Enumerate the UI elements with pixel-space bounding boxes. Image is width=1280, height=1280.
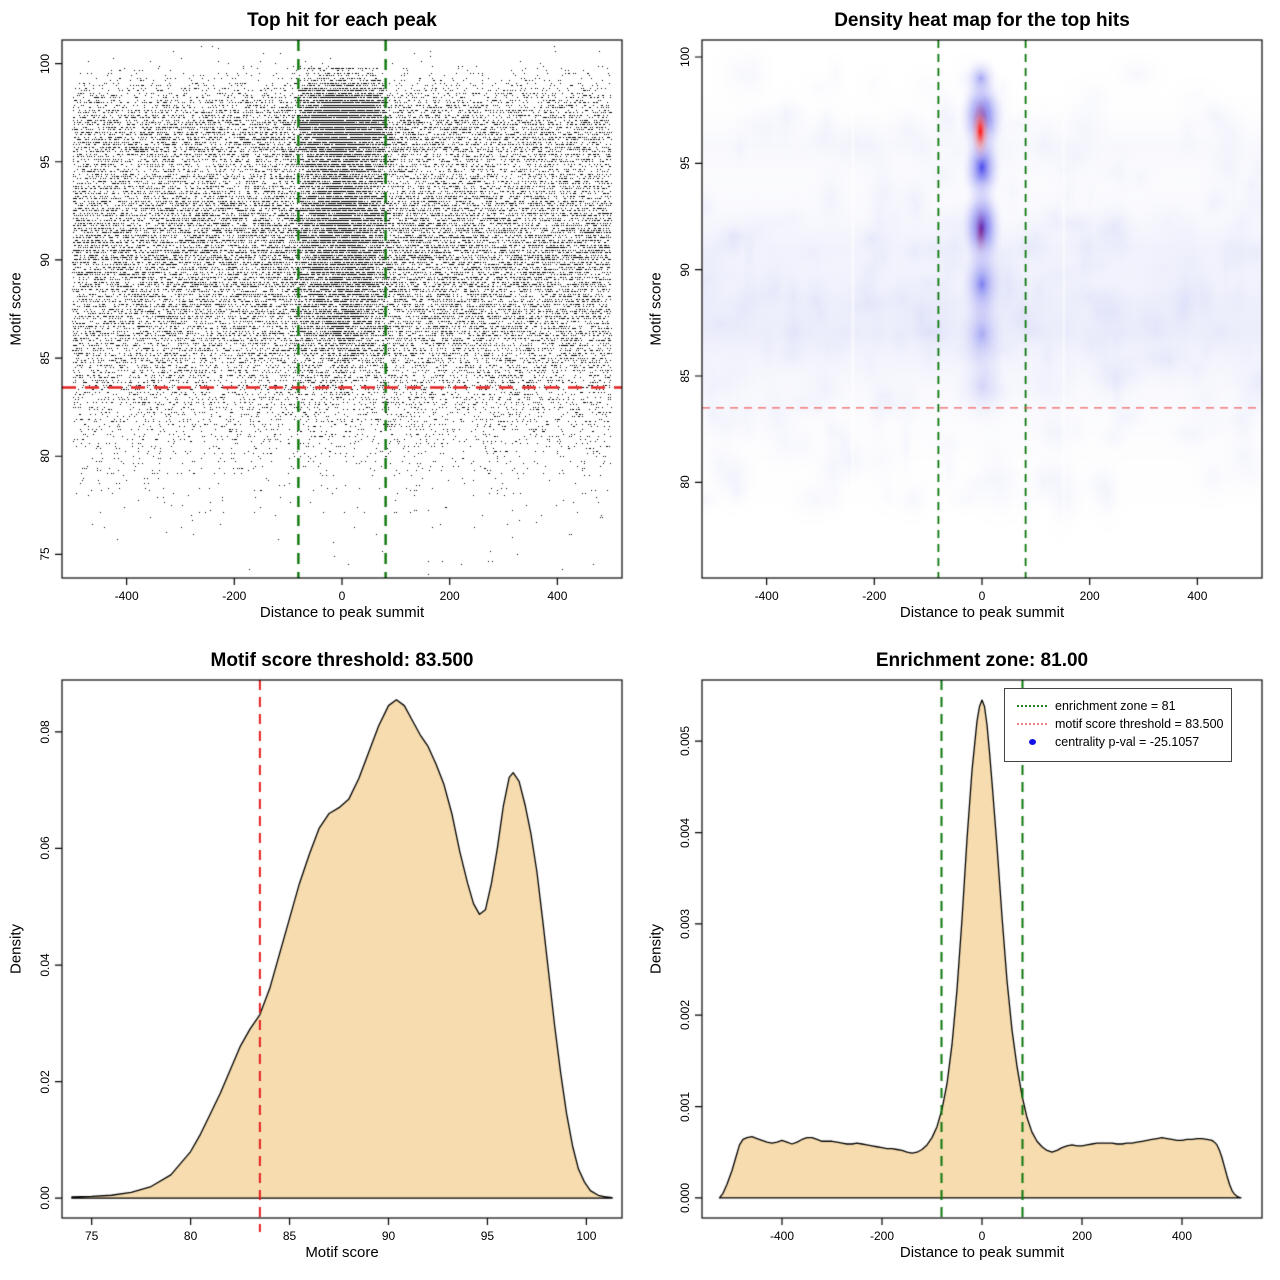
y-tick-label: 95 xyxy=(38,155,52,169)
x-tick-label: 90 xyxy=(381,1229,396,1243)
y-tick-label: 85 xyxy=(678,369,692,383)
x-tick-label: -200 xyxy=(869,1229,895,1243)
legend-entry-enrichment-zone: enrichment zone = 81 xyxy=(1015,697,1231,715)
x-tick-label: 75 xyxy=(84,1229,99,1243)
y-tick-label: 100 xyxy=(678,46,692,68)
green-dotted-line-icon xyxy=(1015,705,1049,707)
y-tick-label: 80 xyxy=(678,475,692,489)
x-axis-label: Distance to peak summit xyxy=(259,604,425,621)
y-tick-label: 90 xyxy=(678,262,692,277)
x-tick-label: 400 xyxy=(1187,589,1208,603)
density-plot-canvas xyxy=(0,640,640,1280)
x-tick-label: -400 xyxy=(754,589,779,603)
scatter-plot-canvas xyxy=(0,0,640,640)
y-tick-label: 0.004 xyxy=(678,817,692,848)
y-tick-label: 90 xyxy=(38,253,52,267)
legend-label: centrality p-val = -25.1057 xyxy=(1055,735,1200,749)
x-tick-label: -200 xyxy=(862,589,887,603)
y-tick-label: 0.003 xyxy=(678,908,692,939)
legend-label: enrichment zone = 81 xyxy=(1055,699,1176,713)
x-tick-label: 200 xyxy=(1071,1229,1093,1243)
x-tick-label: 400 xyxy=(547,589,568,603)
y-tick-label: 0.00 xyxy=(38,1186,52,1210)
x-axis-label: Distance to peak summit xyxy=(899,1244,1065,1261)
blue-dot-icon xyxy=(1015,739,1049,745)
legend-entry-centrality-pval: centrality p-val = -25.1057 xyxy=(1015,733,1231,751)
y-tick-label: 100 xyxy=(38,53,52,74)
y-tick-label: 0.002 xyxy=(678,1000,692,1031)
y-tick-label: 85 xyxy=(38,351,52,365)
x-tick-label: 100 xyxy=(576,1229,597,1243)
x-axis-label: Motif score xyxy=(305,1244,379,1261)
x-tick-label: 200 xyxy=(1079,589,1100,603)
legend-entry-motif-threshold: motif score threshold = 83.500 xyxy=(1015,715,1231,733)
panel-title: Density heat map for the top hits xyxy=(834,10,1130,31)
legend-box: enrichment zone = 81 motif score thresho… xyxy=(1004,688,1232,762)
x-tick-label: 85 xyxy=(282,1229,297,1243)
y-axis-label: Density xyxy=(7,923,25,975)
panel-title: Motif score threshold: 83.500 xyxy=(210,650,474,671)
legend-label: motif score threshold = 83.500 xyxy=(1055,717,1224,731)
red-dotted-line-icon xyxy=(1015,723,1049,725)
panel-title: Enrichment zone: 81.00 xyxy=(875,650,1089,671)
x-tick-label: -400 xyxy=(769,1229,795,1243)
y-tick-label: 75 xyxy=(38,547,52,562)
y-tick-label: 0.04 xyxy=(38,953,52,977)
y-tick-label: 95 xyxy=(678,156,692,171)
panel-top-hits-scatter: Top hit for each peak Distance to peak s… xyxy=(0,0,640,640)
y-tick-label: 0.02 xyxy=(38,1069,52,1094)
y-tick-label: 0.08 xyxy=(38,720,52,744)
x-tick-label: 0 xyxy=(338,589,346,603)
y-axis-label: Motif score xyxy=(647,272,665,346)
x-tick-label: 95 xyxy=(480,1229,495,1243)
y-axis-label: Motif score xyxy=(7,272,25,346)
y-tick-label: 0.06 xyxy=(38,836,52,861)
x-tick-label: 0 xyxy=(978,1229,986,1243)
panel-density-heatmap: Density heat map for the top hits Distan… xyxy=(640,0,1280,640)
x-tick-label: 0 xyxy=(978,589,986,603)
x-axis-label: Distance to peak summit xyxy=(899,604,1065,621)
x-tick-label: -200 xyxy=(222,589,247,603)
panel-enrichment-zone-density: Enrichment zone: 81.00 Distance to peak … xyxy=(640,640,1280,1280)
y-tick-label: 0.001 xyxy=(678,1091,692,1122)
y-tick-label: 0.000 xyxy=(678,1182,692,1213)
x-tick-label: -400 xyxy=(114,589,139,603)
x-tick-label: 80 xyxy=(183,1229,198,1243)
heatmap-plot-canvas xyxy=(640,0,1280,640)
y-axis-label: Density xyxy=(647,923,665,975)
y-tick-label: 0.005 xyxy=(678,726,692,757)
x-tick-label: 200 xyxy=(439,589,460,603)
x-tick-label: 400 xyxy=(1171,1229,1193,1243)
panel-title: Top hit for each peak xyxy=(247,10,437,31)
y-tick-label: 80 xyxy=(38,449,52,463)
panel-motif-score-density: Motif score threshold: 83.500 Motif scor… xyxy=(0,640,640,1280)
